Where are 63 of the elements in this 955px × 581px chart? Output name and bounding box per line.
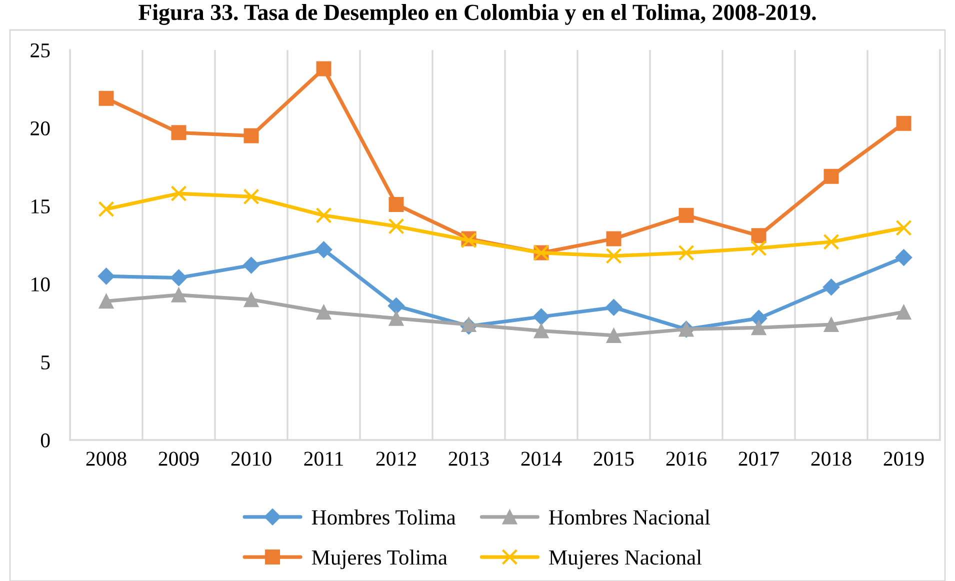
point: [388, 297, 405, 314]
legend-label: Mujeres Nacional: [549, 550, 702, 570]
point: [824, 317, 839, 332]
x-tick-label: 2014: [521, 452, 562, 466]
point: [98, 90, 114, 106]
point: [606, 328, 622, 343]
point: [678, 208, 694, 223]
point: [316, 61, 332, 76]
point: [896, 116, 912, 131]
legend-label: Hombres Nacional: [549, 510, 710, 525]
y-tick-label: 10: [32, 277, 50, 292]
point: [171, 125, 186, 140]
point: [243, 188, 260, 205]
point: [461, 317, 476, 332]
y-tick-label: 15: [32, 199, 50, 214]
point: [896, 220, 912, 236]
point: [678, 244, 694, 261]
point: [316, 207, 332, 224]
point: [751, 320, 766, 336]
x-tick-label: 2008: [86, 452, 126, 466]
y-tick-label: 25: [30, 43, 50, 58]
y-tick-label: 0: [40, 433, 50, 448]
x-tick-label: 2019: [884, 452, 924, 466]
x-tick-label: 2013: [448, 452, 489, 466]
point: [750, 240, 767, 256]
point: [244, 292, 259, 308]
point: [170, 185, 187, 202]
point: [824, 168, 839, 184]
point: [171, 287, 186, 302]
point: [242, 256, 260, 274]
x-tick-label: 2018: [811, 452, 852, 466]
y-tick-label: 5: [41, 356, 50, 370]
point: [316, 304, 332, 320]
point: [823, 234, 840, 250]
point: [532, 308, 550, 326]
x-tick-label: 2009: [158, 452, 199, 466]
point: [822, 278, 840, 296]
point: [534, 323, 549, 338]
x-tick-label: 2011: [304, 452, 343, 466]
point: [98, 268, 115, 285]
point: [170, 269, 188, 286]
point: [896, 304, 912, 320]
point: [751, 228, 766, 244]
x-tick-label: 2017: [738, 452, 779, 466]
point: [315, 241, 332, 258]
point: [388, 218, 404, 234]
point: [388, 310, 404, 326]
legend-label: Mujeres Tolima: [312, 550, 448, 570]
point: [605, 298, 622, 316]
point: [98, 201, 114, 218]
point: [606, 231, 622, 246]
chart-title: Figura 33. Tasa de Desempleo en Colombia y en el Tolima, 2008-2019.: [138, 4, 816, 25]
x-tick-label: 2012: [376, 452, 416, 466]
x-tick-label: 2015: [594, 452, 634, 466]
point: [388, 196, 404, 212]
x-tick-label: 2010: [231, 452, 272, 466]
y-tick-label: 20: [30, 121, 50, 136]
point: [98, 294, 114, 309]
point: [606, 248, 622, 264]
legend-label: Hombres Tolima: [312, 510, 456, 525]
point: [895, 249, 912, 266]
x-tick-label: 2016: [666, 452, 706, 466]
point: [244, 128, 259, 144]
